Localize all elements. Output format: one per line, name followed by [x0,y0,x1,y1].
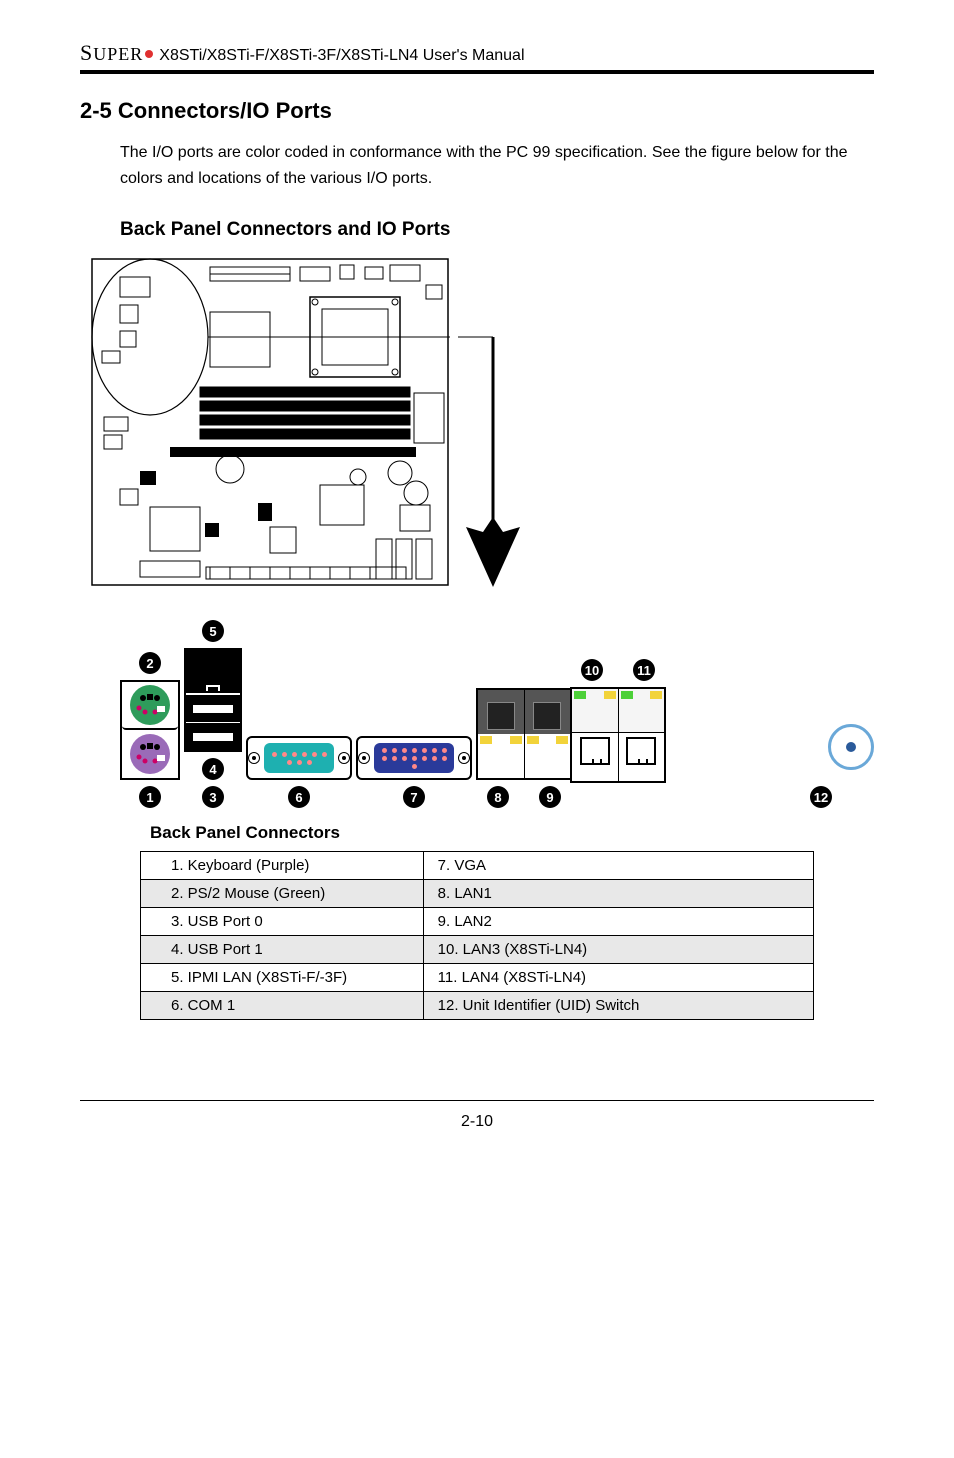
table-cell: 7. VGA [423,852,813,880]
io-panel-figure: 2 1 5 [80,617,874,811]
table-row: 3. USB Port 09. LAN2 [141,908,814,936]
screw-icon [458,752,470,764]
table-cell: 12. Unit Identifier (UID) Switch [423,992,813,1020]
led-icon [527,736,539,744]
table-row: 4. USB Port 110. LAN3 (X8STi-LN4) [141,936,814,964]
table-cell: 10. LAN3 (X8STi-LN4) [423,936,813,964]
screw-icon [338,752,350,764]
usb-port-0 [186,722,240,750]
badge-10: 10 [581,659,603,681]
ps2-group: 2 1 [120,649,180,811]
uid-switch[interactable] [828,724,874,770]
badge-11: 11 [633,659,655,681]
badge-3: 3 [202,786,224,808]
brand-s: S [80,40,93,65]
lan1-port [478,690,524,734]
table-cell: 5. IPMI LAN (X8STi-F/-3F) [141,964,424,992]
page-number: 2-10 [80,1100,874,1131]
table-cell: 4. USB Port 1 [141,936,424,964]
lan4-port [619,737,665,781]
table-cell: 1. Keyboard (Purple) [141,852,424,880]
page-header: SUPER X8STi/X8STi-F/X8STi-3F/X8STi-LN4 U… [80,40,874,74]
usb-port-1 [186,694,240,722]
manual-title: X8STi/X8STi-F/X8STi-3F/X8STi-LN4 User's … [159,47,524,65]
usb-stack [184,648,242,752]
lan4-leds [619,689,665,733]
led-icon [574,691,586,699]
ps2-mouse-icon [129,684,171,726]
motherboard-svg [90,257,450,587]
ps2-keyboard-port [122,730,178,778]
badge-7: 7 [403,786,425,808]
table-row: 6. COM 112. Unit Identifier (UID) Switch [141,992,814,1020]
ipmi-lan-port [186,650,240,694]
usb-ipmi-group: 5 4 3 [184,617,242,811]
vga-dsub [374,743,454,773]
badge-9: 9 [539,786,561,808]
led-icon [510,736,522,744]
connectors-table: 1. Keyboard (Purple)7. VGA2. PS/2 Mouse … [140,851,814,1020]
table-row: 2. PS/2 Mouse (Green)8. LAN1 [141,880,814,908]
table-heading: Back Panel Connectors [150,823,874,843]
com1-port [246,736,352,780]
brand-dot-icon [145,50,153,58]
arrow-icon [458,267,528,597]
vga-port [356,736,472,780]
badge-4: 4 [202,758,224,780]
lan2-leds [525,734,571,778]
lan1-leds [478,734,524,778]
brand-rest: UPER [93,44,143,64]
motherboard-figure [80,257,874,597]
ps2-keyboard-icon [129,733,171,775]
table-cell: 8. LAN1 [423,880,813,908]
com1-dsub [264,743,334,773]
screw-icon [248,752,260,764]
badge-12: 12 [810,786,832,808]
badge-5: 5 [202,620,224,642]
lan34-group: 10 11 [570,656,666,811]
ps2-mouse-port [122,682,178,730]
uid-dot-icon [846,742,856,752]
led-icon [650,691,662,699]
badge-2: 2 [139,652,161,674]
lan2-port [525,690,571,734]
led-icon [480,736,492,744]
table-cell: 9. LAN2 [423,908,813,936]
panel-subheading: Back Panel Connectors and IO Ports [120,219,874,241]
led-icon [621,691,633,699]
lan12-block [476,688,572,780]
lan34-block [570,687,666,783]
table-cell: 11. LAN4 (X8STi-LN4) [423,964,813,992]
io-panel: 2 1 5 [120,617,666,811]
uid-group: 12 [768,724,874,811]
lan12-group: 8 9 [476,688,572,811]
table-cell: 6. COM 1 [141,992,424,1020]
screw-icon [358,752,370,764]
table-cell: 2. PS/2 Mouse (Green) [141,880,424,908]
table-row: 5. IPMI LAN (X8STi-F/-3F)11. LAN4 (X8STi… [141,964,814,992]
badge-8: 8 [487,786,509,808]
brand: SUPER [80,40,159,66]
led-icon [604,691,616,699]
section-intro: The I/O ports are color coded in conform… [120,140,874,191]
vga-group: 7 [356,688,472,811]
section-heading: 2-5 Connectors/IO Ports [80,98,874,124]
lan3-leds [572,689,618,733]
table-cell: 3. USB Port 0 [141,908,424,936]
com1-group: 6 [246,688,352,811]
badge-6: 6 [288,786,310,808]
table-row: 1. Keyboard (Purple)7. VGA [141,852,814,880]
badge-1: 1 [139,786,161,808]
connectors-table-wrap: 1. Keyboard (Purple)7. VGA2. PS/2 Mouse … [140,851,814,1020]
lan3-port [572,737,618,781]
led-icon [556,736,568,744]
